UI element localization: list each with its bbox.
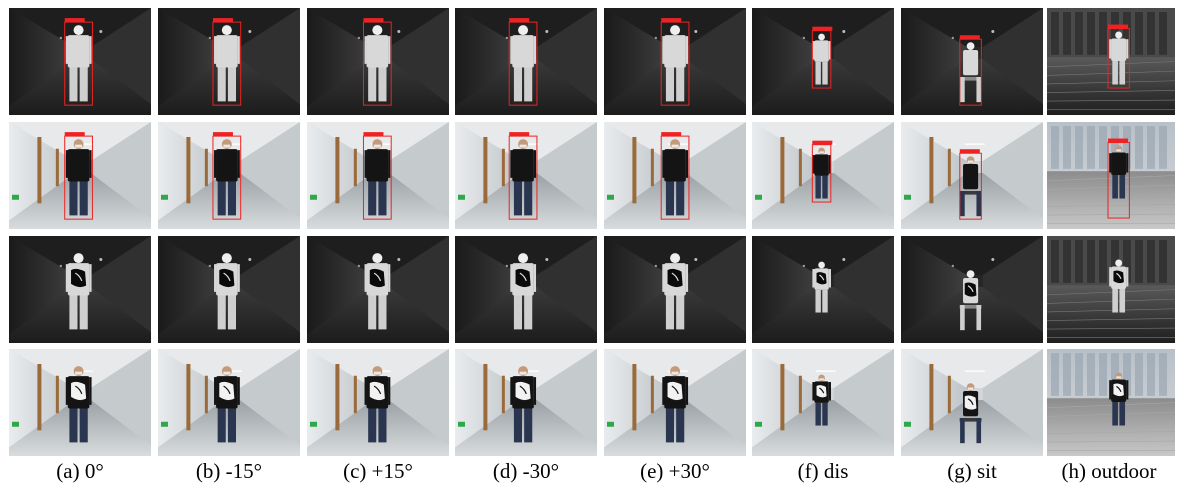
photo-1-1 xyxy=(158,122,300,229)
caption-g: (g) sit xyxy=(947,459,997,483)
photo-3-outdoor xyxy=(1046,349,1176,456)
photo-0-outdoor xyxy=(1046,8,1176,115)
photo-3-3 xyxy=(455,349,597,456)
caption-c: (c) +15° xyxy=(343,459,413,483)
photo-0-1 xyxy=(158,8,300,115)
photo-1-5 xyxy=(752,122,894,229)
photo-0-4 xyxy=(604,8,746,115)
photo-1-outdoor xyxy=(1046,122,1176,229)
caption-b: (b) -15° xyxy=(195,459,263,483)
caption-d: (d) -30° xyxy=(492,459,560,483)
photo-0-6 xyxy=(901,8,1043,115)
photo-3-4 xyxy=(604,349,746,456)
photo-0-5 xyxy=(752,8,894,115)
photo-3-5 xyxy=(752,349,894,456)
photo-2-3 xyxy=(455,236,597,343)
photo-0-0 xyxy=(9,8,151,115)
photo-2-outdoor xyxy=(1046,236,1176,343)
caption-e: (e) +30° xyxy=(640,459,710,483)
photo-1-3 xyxy=(455,122,597,229)
photo-2-6 xyxy=(901,236,1043,343)
caption-h: (h) outdoor xyxy=(1061,459,1157,483)
caption-f: (f) dis xyxy=(797,459,849,483)
caption-a: (a) 0° xyxy=(56,459,104,483)
photo-0-3 xyxy=(455,8,597,115)
photo-2-1 xyxy=(158,236,300,343)
photo-1-0 xyxy=(9,122,151,229)
photo-2-4 xyxy=(604,236,746,343)
photo-1-6 xyxy=(901,122,1043,229)
photo-3-6 xyxy=(901,349,1043,456)
photo-3-0 xyxy=(9,349,151,456)
photo-3-2 xyxy=(307,349,449,456)
photo-3-1 xyxy=(158,349,300,456)
photo-1-2 xyxy=(307,122,449,229)
photo-2-0 xyxy=(9,236,151,343)
photo-1-4 xyxy=(604,122,746,229)
photo-2-2 xyxy=(307,236,449,343)
photo-0-2 xyxy=(307,8,449,115)
photo-2-5 xyxy=(752,236,894,343)
